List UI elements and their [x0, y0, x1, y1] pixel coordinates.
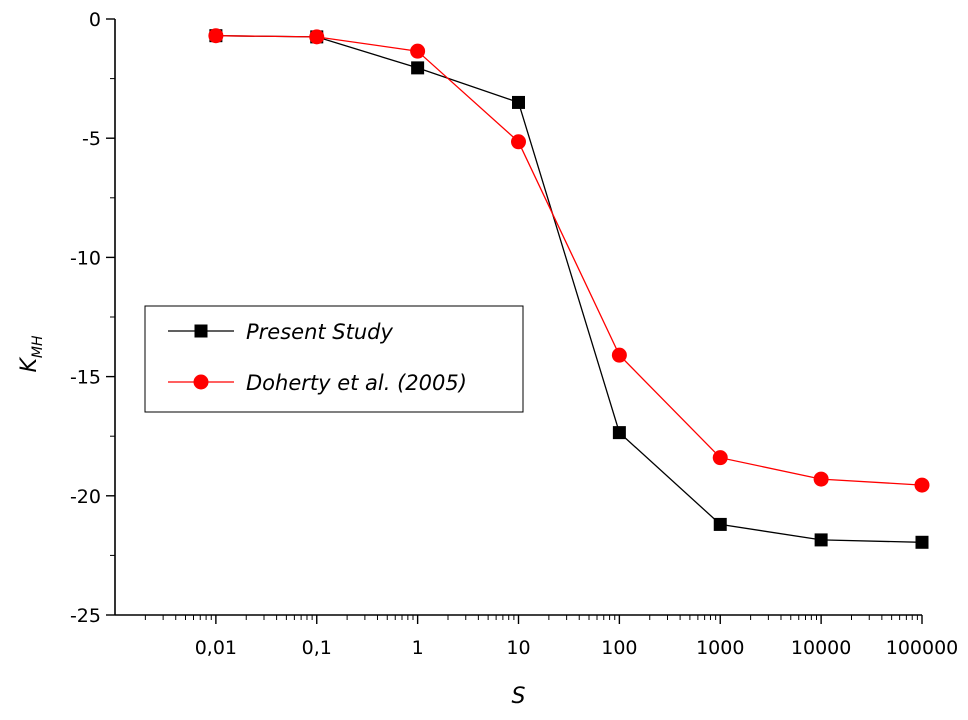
- y-tick-label: -20: [70, 486, 101, 508]
- y-tick-label: -5: [82, 128, 101, 150]
- legend-box: [144, 305, 524, 413]
- legend-label: Present Study: [246, 320, 394, 344]
- data-point-square: [713, 517, 727, 531]
- x-tick-label: 0,01: [195, 637, 237, 659]
- x-tick-label: 100000: [886, 637, 959, 659]
- data-point-square: [915, 535, 929, 549]
- y-tick-label: -15: [70, 367, 101, 389]
- x-tick-label: 10000: [791, 637, 851, 659]
- data-point-circle: [410, 43, 426, 59]
- series-line-1: [215, 35, 923, 543]
- data-point-circle: [309, 29, 325, 45]
- series-markers: [208, 28, 930, 549]
- axis-titles: S KMH: [17, 335, 526, 709]
- x-tick-label: 1: [412, 637, 424, 659]
- data-point-square: [411, 61, 425, 75]
- y-tick-label: 0: [89, 9, 101, 31]
- data-point-circle: [813, 471, 829, 487]
- series-lines: [215, 35, 923, 543]
- ticks: 0,01 0,1 1 10 100 1000 10000 100000 0 -5 -10 -15 -20…: [70, 9, 958, 659]
- legend-label: Doherty et al. (2005): [246, 371, 467, 395]
- data-point-square: [814, 533, 828, 547]
- legend-marker-square: [194, 324, 208, 338]
- legend-marker-circle: [193, 374, 209, 390]
- x-tick-label: 0,1: [302, 637, 332, 659]
- data-point-circle: [208, 28, 224, 44]
- y-axis-title-subscript: MH: [30, 335, 46, 358]
- x-axis-title: S: [512, 684, 526, 709]
- y-axis-title-main: K: [17, 357, 42, 373]
- legend: Present Study Doherty et al. (2005): [144, 305, 524, 413]
- data-point-circle: [611, 347, 627, 363]
- data-point-square: [512, 95, 525, 109]
- data-point-square: [612, 426, 626, 440]
- data-point-circle: [712, 450, 728, 466]
- x-tick-label: 1000: [696, 637, 744, 659]
- y-axis-title: KMH: [17, 335, 46, 373]
- data-point-circle: [914, 477, 930, 493]
- y-tick-label: -25: [70, 605, 101, 627]
- x-tick-label: 100: [601, 637, 637, 659]
- x-tick-label: 10: [506, 637, 530, 659]
- data-point-circle: [511, 134, 526, 150]
- y-tick-label: -10: [70, 247, 101, 269]
- series-line-2: [215, 35, 923, 486]
